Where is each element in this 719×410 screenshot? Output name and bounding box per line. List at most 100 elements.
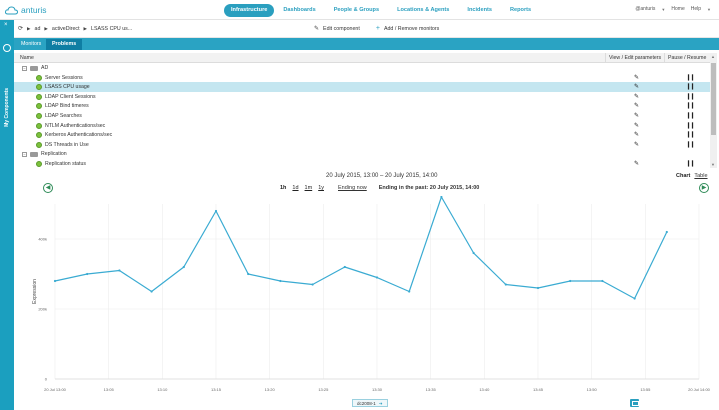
- edit-parameters-icon[interactable]: ✎: [634, 122, 640, 129]
- table-row[interactable]: NTLM Authentications/sec ✎ ❙❙: [14, 121, 710, 131]
- help-link[interactable]: Help: [690, 6, 702, 12]
- sidebar-label: My Components: [4, 88, 10, 127]
- pause-icon[interactable]: ❙❙: [686, 141, 695, 148]
- pause-icon[interactable]: ❙❙: [686, 84, 695, 91]
- zoom-1h[interactable]: 1h: [280, 185, 287, 191]
- table-row[interactable]: Kerberos Authentications/sec ✎ ❙❙: [14, 130, 710, 140]
- edit-component-button[interactable]: ✎ Edit component: [314, 25, 360, 33]
- home-link[interactable]: Home: [671, 6, 685, 12]
- chevron-down-icon[interactable]: ▼: [661, 6, 666, 12]
- nav-locations-agents[interactable]: Locations & Agents: [397, 7, 450, 13]
- edit-parameters-icon[interactable]: ✎: [634, 74, 640, 81]
- zoom-1m[interactable]: 1m: [304, 185, 313, 191]
- row-label-group: LDAP Searches: [36, 113, 82, 119]
- brand-logo[interactable]: anturis: [5, 3, 47, 17]
- edit-parameters-icon[interactable]: ✎: [634, 93, 640, 100]
- previous-period-button[interactable]: ◀: [43, 183, 53, 193]
- status-ok-icon: [36, 132, 42, 139]
- pause-icon[interactable]: ❙❙: [686, 103, 695, 110]
- ending-now-link[interactable]: Ending now: [338, 185, 367, 191]
- nav-infrastructure[interactable]: Infrastructure: [224, 4, 275, 17]
- pause-icon[interactable]: ❙❙: [686, 161, 695, 167]
- status-ok-icon: [36, 84, 42, 91]
- breadcrumb-item-activedirect[interactable]: activeDirect: [51, 25, 80, 32]
- tree-folder-row[interactable]: − Replication: [14, 149, 710, 159]
- next-period-button[interactable]: ▶: [699, 183, 709, 193]
- row-label-group: Kerberos Authentications/sec: [36, 132, 112, 139]
- pause-icon[interactable]: ❙❙: [686, 122, 695, 129]
- table-row[interactable]: LDAP Bind timeres ✎ ❙❙: [14, 101, 710, 111]
- top-bar: anturis Infrastructure Dashboards People…: [0, 0, 719, 20]
- data-point: [504, 283, 507, 286]
- x-tick-label: 13:55: [640, 387, 651, 392]
- data-point: [279, 279, 282, 283]
- edit-parameters-icon[interactable]: ✎: [634, 141, 640, 148]
- data-point: [569, 279, 572, 283]
- data-point: [343, 265, 346, 269]
- series-line: [54, 196, 668, 300]
- view-chart-toggle[interactable]: Chart: [676, 173, 691, 179]
- tree-folder-row[interactable]: − AD: [14, 63, 710, 73]
- scroll-down-icon[interactable]: ▼: [711, 162, 715, 167]
- row-label: DS Threads in Use: [45, 141, 89, 148]
- status-ok-icon: [36, 74, 42, 81]
- pause-icon[interactable]: ❙❙: [686, 132, 695, 139]
- tab-problems[interactable]: Problems: [46, 39, 83, 50]
- edit-parameters-icon[interactable]: ✎: [634, 161, 640, 167]
- collapse-toggle-icon[interactable]: −: [22, 65, 27, 71]
- table-row[interactable]: DS Threads in Use ✎ ❙❙: [14, 140, 710, 150]
- row-label-group: Server Sessions: [36, 74, 83, 81]
- zoom-1d[interactable]: 1d: [292, 185, 299, 191]
- add-remove-monitors-button[interactable]: + Add / Remove monitors: [376, 25, 439, 32]
- status-ok-icon: [36, 122, 42, 129]
- x-tick-label: 13:40: [479, 387, 490, 392]
- ending-in-past-label: Ending in the past: 20 July 2015, 14:00: [378, 185, 480, 191]
- nav-incidents[interactable]: Incidents: [467, 7, 492, 13]
- chevron-down-icon[interactable]: ▼: [707, 6, 711, 12]
- refresh-icon[interactable]: ⟳: [18, 26, 24, 32]
- pause-icon[interactable]: ❙❙: [686, 93, 695, 100]
- y-tick-label: 400k: [38, 237, 47, 242]
- column-divider: [605, 53, 606, 63]
- row-label: LSASS CPU usage: [45, 84, 90, 91]
- edit-parameters-icon[interactable]: ✎: [634, 132, 640, 139]
- table-row[interactable]: LSASS CPU usage ✎ ❙❙: [14, 82, 710, 93]
- zoom-1y[interactable]: 1y: [318, 185, 324, 191]
- components-sidebar[interactable]: × My Components: [0, 20, 14, 410]
- table-row[interactable]: Server Sessions ✎ ❙❙: [14, 73, 710, 83]
- status-ok-icon: [36, 161, 42, 167]
- table-row[interactable]: Replication status ✎ ❙❙: [14, 159, 710, 169]
- collapse-icon[interactable]: ×: [4, 22, 8, 28]
- data-point: [118, 269, 121, 272]
- table-scrollbar[interactable]: ▲ ▼: [710, 53, 717, 168]
- chart-range-title: 20 July 2015, 13:00 – 20 July 2015, 14:0…: [326, 173, 438, 179]
- pause-icon[interactable]: ❙❙: [686, 74, 695, 81]
- table-row[interactable]: LDAP Searches ✎ ❙❙: [14, 111, 710, 121]
- nav-dashboards[interactable]: Dashboards: [283, 7, 316, 13]
- column-divider: [664, 53, 665, 63]
- data-point: [440, 196, 443, 199]
- nav-reports[interactable]: Reports: [509, 7, 532, 13]
- data-point: [182, 265, 185, 269]
- scrollbar-thumb[interactable]: [711, 63, 716, 135]
- tab-monitors[interactable]: Monitors: [15, 39, 48, 50]
- series-legend[interactable]: dc2008-1 ➜: [352, 399, 388, 407]
- scroll-up-icon[interactable]: ▲: [711, 54, 715, 59]
- breadcrumb-item-current: LSASS CPU us...: [91, 25, 133, 32]
- row-label-group: LDAP Bind timeres: [36, 103, 89, 110]
- edit-parameters-icon[interactable]: ✎: [634, 113, 640, 119]
- x-tick-label: 13:05: [104, 387, 115, 392]
- breadcrumb-item-ad[interactable]: ad: [34, 25, 41, 32]
- data-point: [536, 286, 540, 290]
- edit-parameters-icon[interactable]: ✎: [634, 84, 640, 91]
- edit-parameters-icon[interactable]: ✎: [634, 103, 640, 110]
- nav-people-groups[interactable]: People & Groups: [333, 7, 380, 13]
- pause-icon[interactable]: ❙❙: [686, 113, 695, 119]
- user-name[interactable]: @anturis: [635, 6, 656, 12]
- collapse-toggle-icon[interactable]: −: [22, 151, 27, 157]
- folder-icon: [30, 65, 38, 71]
- chat-icon[interactable]: [630, 399, 639, 407]
- view-table-toggle[interactable]: Table: [694, 173, 708, 179]
- row-label: Replication: [41, 151, 67, 158]
- table-row[interactable]: LDAP Client Sessions ✎ ❙❙: [14, 92, 710, 102]
